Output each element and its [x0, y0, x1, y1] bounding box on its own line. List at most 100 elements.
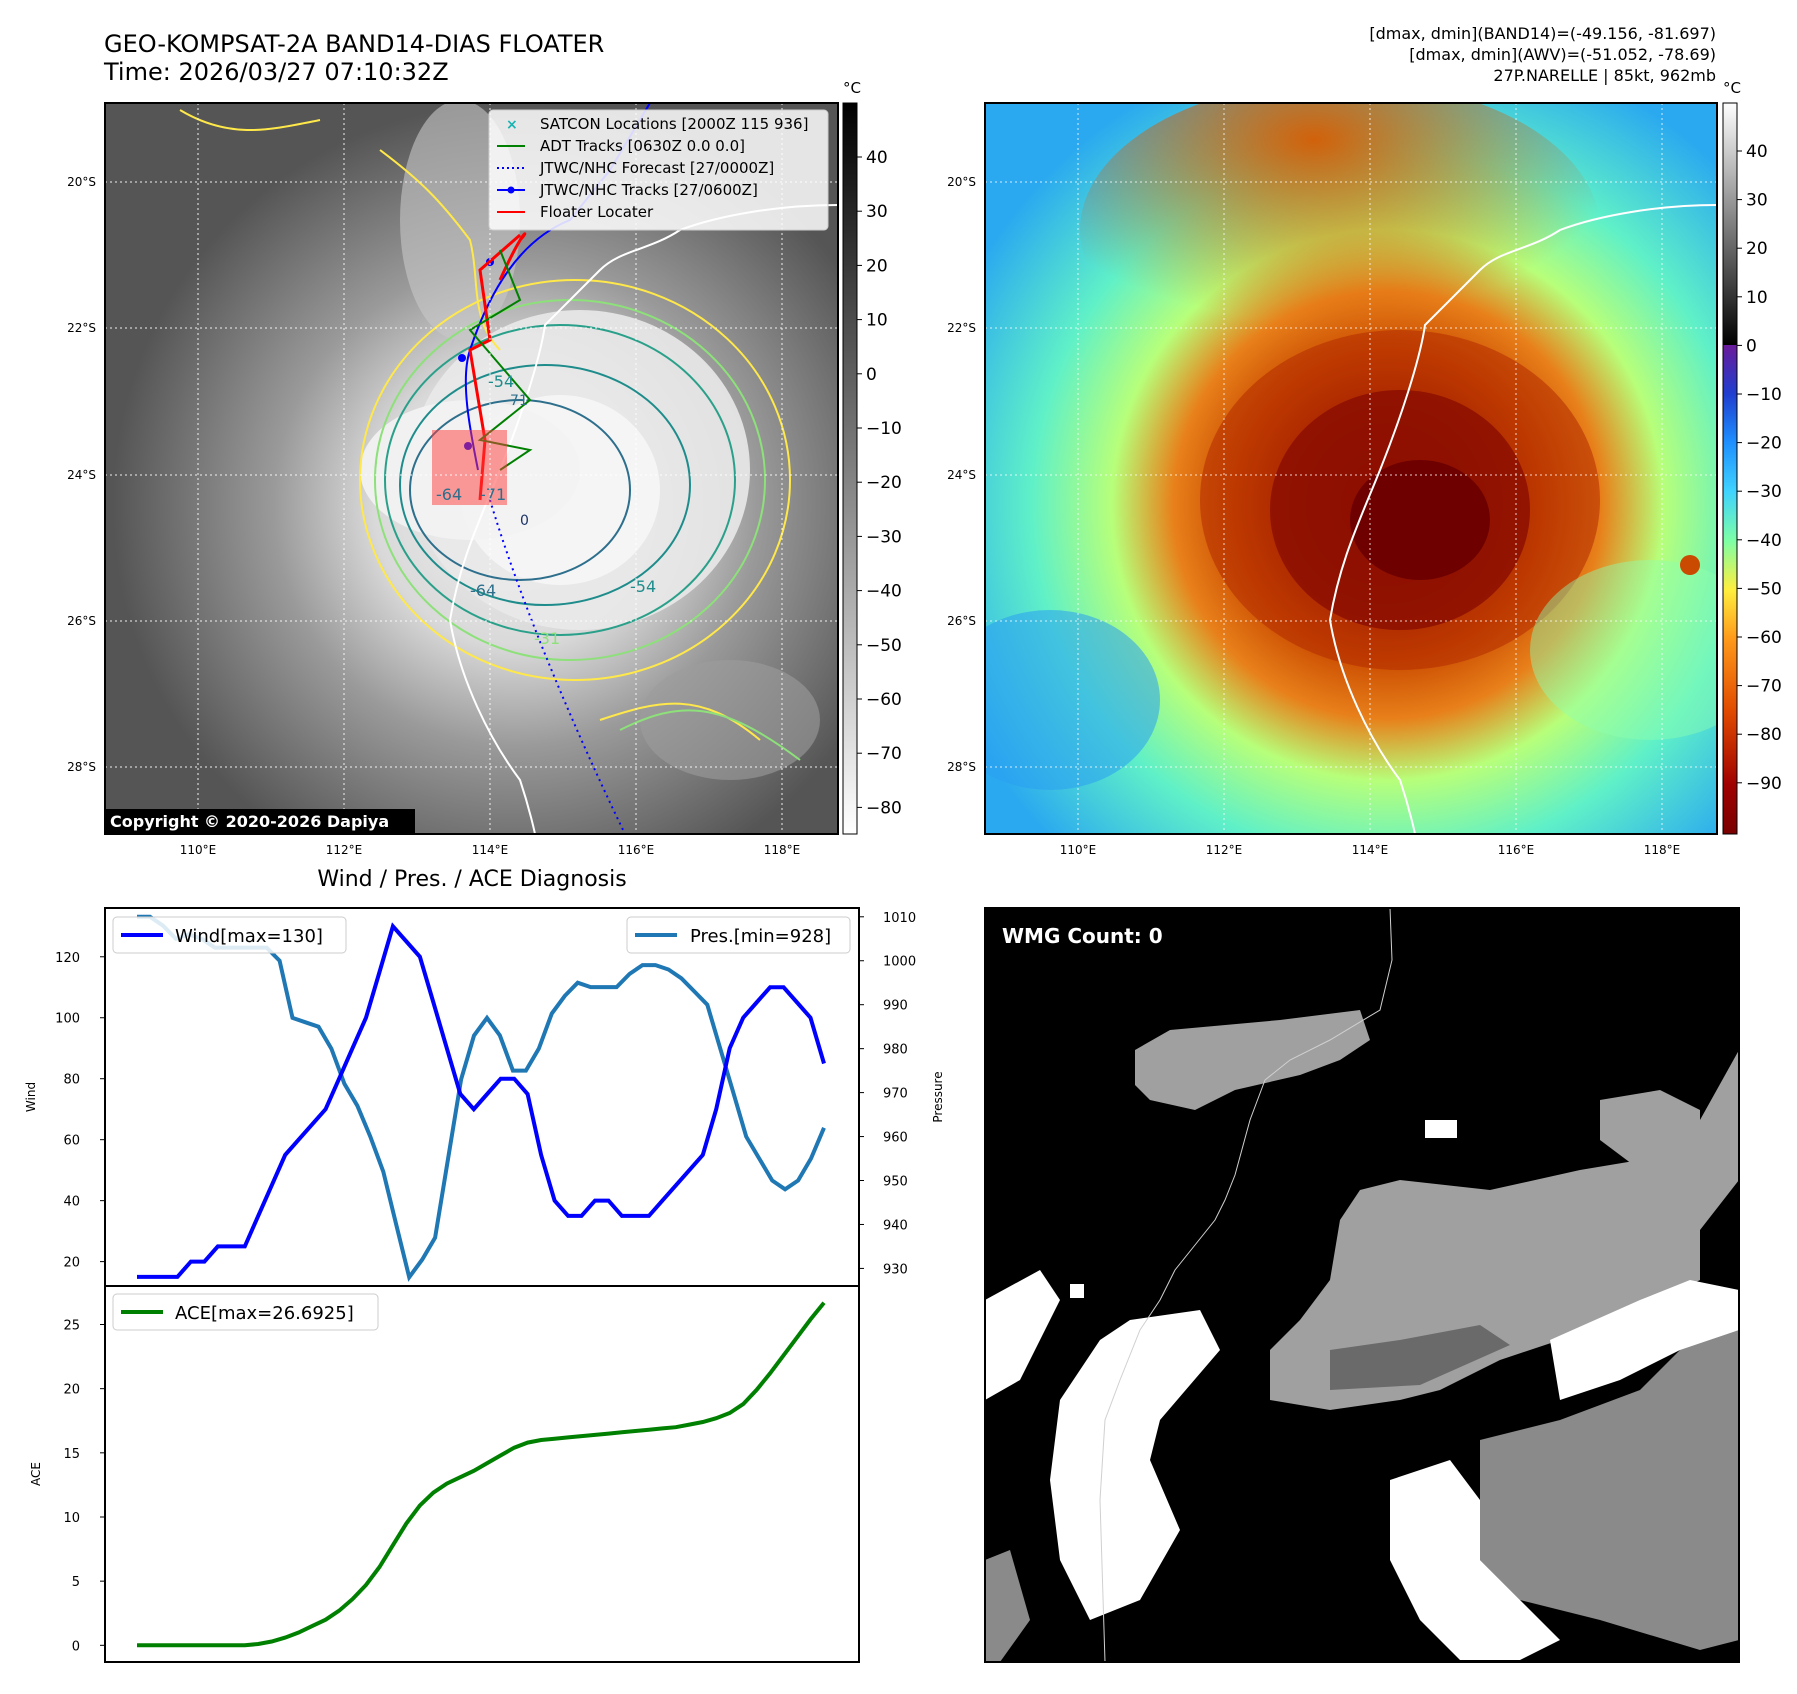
- lat-label: 26°S: [947, 614, 976, 628]
- contour-label: -64: [436, 485, 462, 504]
- pressure-tick-label: 980: [883, 1043, 908, 1058]
- ace-series-line: [137, 1301, 826, 1648]
- pressure-tick-label: 960: [883, 1131, 908, 1146]
- ace-tick-label: 5: [72, 1575, 80, 1590]
- colorbar-tick-label: −40: [1746, 531, 1782, 551]
- pressure-tick-label: 1010: [883, 911, 916, 926]
- wind-tick-label: 80: [63, 1073, 80, 1088]
- pressure-axis-label: Pressure: [931, 1071, 945, 1122]
- lon-label: 118°E: [1644, 843, 1681, 857]
- ace-legend: ACE[max=26.6925]: [112, 1293, 379, 1331]
- lat-label: 24°S: [67, 468, 96, 482]
- pressure-tick-label: 950: [883, 1175, 908, 1190]
- wmg-count-label: WMG Count: 0: [1002, 924, 1163, 948]
- ace-chart: 0 5 10 15 20 25 ACE ACE[max=26.6925]: [29, 1285, 860, 1663]
- lon-label: 114°E: [1352, 843, 1389, 857]
- colorbar-tick-label: 10: [866, 311, 888, 331]
- wind-tick-label: 60: [63, 1134, 80, 1149]
- lon-label: 110°E: [1060, 843, 1097, 857]
- figure-title-line1: GEO-KOMPSAT-2A BAND14-DIAS FLOATER: [104, 30, 604, 58]
- wind-legend-label: Wind[max=130]: [175, 926, 323, 947]
- colorbar-tick-label: −10: [1746, 385, 1782, 405]
- wind-tick-label: 20: [63, 1256, 80, 1271]
- legend-satcon-label: SATCON Locations [2000Z 115 936]: [540, 115, 808, 133]
- lon-label: 110°E: [180, 843, 217, 857]
- colorbar-tick-label: −50: [1746, 579, 1782, 599]
- colorbar-tick-label: −80: [866, 798, 902, 818]
- colorbar-tick-label: 40: [1746, 142, 1768, 162]
- lat-label: 28°S: [947, 760, 976, 774]
- wind-pressure-chart: 20 40 60 80 100 120 930 940 950 960 970 980 990 1000…: [24, 907, 945, 1287]
- colorbar-tick-label: −40: [866, 582, 902, 602]
- left-map-legend: × SATCON Locations [2000Z 115 936] ADT T…: [488, 109, 829, 231]
- ace-tick-label: 25: [63, 1318, 80, 1333]
- wind-tick-label: 100: [55, 1012, 80, 1027]
- lat-label: 20°S: [67, 175, 96, 189]
- contour-label: -54: [630, 577, 656, 596]
- lon-label: 114°E: [472, 843, 509, 857]
- figure-title-line2: Time: 2026/03/27 07:10:32Z: [103, 58, 449, 86]
- colorbar-tick-label: 10: [1746, 288, 1768, 308]
- colorbar-tick-label: −90: [1746, 774, 1782, 794]
- colorbar-tick-label: 20: [866, 256, 888, 276]
- contour-label: 0: [520, 513, 529, 529]
- colorbar-tick-label: −70: [1746, 677, 1782, 697]
- colorbar-tick-label: −50: [866, 636, 902, 656]
- legend-satcon-icon: ×: [506, 117, 518, 133]
- lon-label: 112°E: [1206, 843, 1243, 857]
- colorbar-tick-label: −20: [1746, 434, 1782, 454]
- right-colorbar-unit: °C: [1723, 79, 1741, 97]
- legend-adt-label: ADT Tracks [0630Z 0.0 0.0]: [540, 137, 745, 155]
- lon-label: 118°E: [764, 843, 801, 857]
- copyright-text: Copyright © 2020-2026 Dapiya: [110, 812, 389, 831]
- ace-legend-label: ACE[max=26.6925]: [175, 1303, 354, 1324]
- colorbar-tick-label: −10: [866, 419, 902, 439]
- ace-tick-label: 20: [63, 1383, 80, 1398]
- lat-label: 24°S: [947, 468, 976, 482]
- lon-label: 116°E: [618, 843, 655, 857]
- right-map-panel: 20°S 22°S 24°S 26°S 28°S 110°E 112°E 114…: [947, 79, 1782, 857]
- info-line1: [dmax, dmin](BAND14)=(-49.156, -81.697): [1369, 24, 1716, 43]
- colorbar-tick-label: 0: [1746, 336, 1757, 356]
- ace-tick-label: 15: [63, 1447, 80, 1462]
- colorbar-tick-label: −20: [866, 473, 902, 493]
- info-line3: 27P.NARELLE | 85kt, 962mb: [1493, 66, 1716, 85]
- colorbar-tick-label: −80: [1746, 725, 1782, 745]
- wind-axis-label: Wind: [24, 1082, 38, 1112]
- colorbar-tick-label: −70: [866, 744, 902, 764]
- wmg-panel: WMG Count: 0: [984, 907, 1740, 1663]
- pressure-tick-label: 930: [883, 1262, 908, 1277]
- pressure-tick-label: 970: [883, 1087, 908, 1102]
- left-colorbar: °C 40 30 20 10 0 −10 −20 −30 −40 −50 −60 −70 −80: [842, 79, 902, 835]
- lat-label: 28°S: [67, 760, 96, 774]
- pressure-tick-label: 990: [883, 999, 908, 1014]
- colorbar-tick-label: −60: [1746, 628, 1782, 648]
- colorbar-tick-label: −30: [1746, 482, 1782, 502]
- legend-floater-label: Floater Locater: [540, 203, 654, 221]
- colorbar-tick-label: −60: [866, 690, 902, 710]
- legend-forecast-label: JTWC/NHC Forecast [27/0000Z]: [539, 159, 774, 177]
- lon-label: 112°E: [326, 843, 363, 857]
- contour-label: -54: [488, 372, 514, 391]
- legend-tracks-label: JTWC/NHC Tracks [27/0600Z]: [539, 181, 758, 199]
- lat-label: 20°S: [947, 175, 976, 189]
- pressure-tick-label: 940: [883, 1218, 908, 1233]
- diagnosis-title: Wind / Pres. / ACE Diagnosis: [317, 867, 626, 892]
- left-colorbar-unit: °C: [843, 79, 861, 97]
- pressure-tick-label: 1000: [883, 955, 916, 970]
- copyright-badge: [105, 809, 415, 833]
- left-map-panel: -64 -54 -64 -54 -31 -71 -71 0: [67, 79, 902, 857]
- colorbar-tick-label: 40: [866, 148, 888, 168]
- colorbar-tick-label: 30: [1746, 191, 1768, 211]
- lon-label: 116°E: [1498, 843, 1535, 857]
- contour-label: -64: [470, 581, 496, 600]
- right-colorbar: °C 40 30 20 10 0 −10 −20 −30 −40 −50 −60 −70 −80 −90: [1722, 79, 1782, 835]
- colorbar-tick-label: −30: [866, 527, 902, 547]
- colorbar-tick-label: 20: [1746, 239, 1768, 259]
- pressure-legend: Pres.[min=928]: [626, 916, 851, 954]
- wind-tick-label: 40: [63, 1195, 80, 1210]
- contour-label: -31: [534, 629, 560, 648]
- ace-tick-label: 10: [63, 1511, 80, 1526]
- lat-label: 22°S: [947, 321, 976, 335]
